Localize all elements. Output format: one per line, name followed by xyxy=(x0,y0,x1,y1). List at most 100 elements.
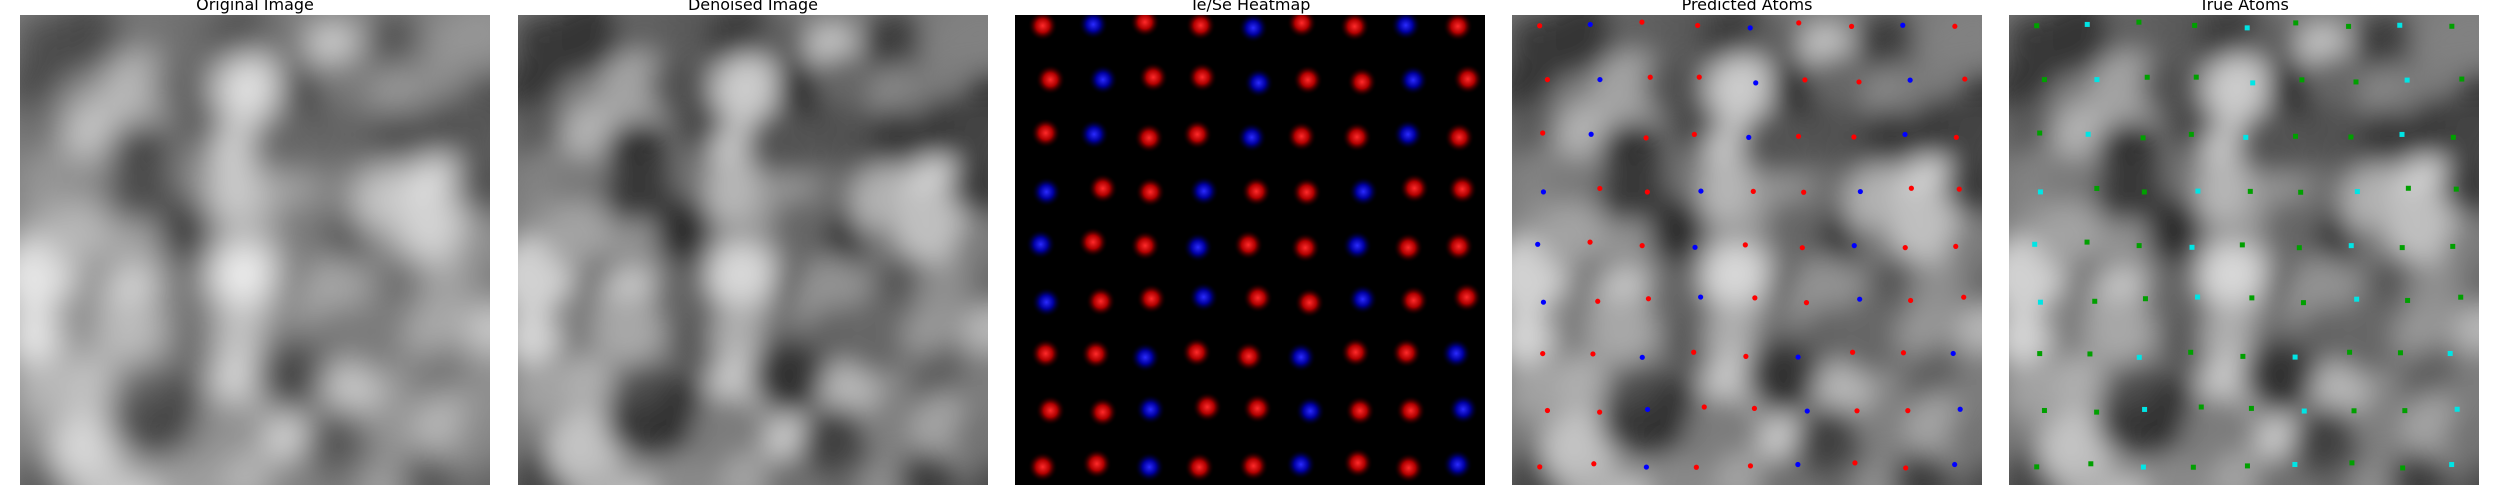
true-se-atom xyxy=(2354,189,2360,195)
texture-blob xyxy=(448,15,490,67)
texture-blob xyxy=(317,104,387,175)
predicted-se-atom xyxy=(1746,134,1752,140)
heatmap-te-spot xyxy=(1399,173,1430,204)
texture-blob xyxy=(712,54,784,126)
texture-blob xyxy=(20,361,73,422)
true-te-atom xyxy=(2397,350,2403,356)
texture-blob xyxy=(221,451,279,485)
true-te-atom xyxy=(2349,460,2355,466)
texture-blob xyxy=(962,303,988,362)
texture-blob xyxy=(1943,98,1982,160)
true-te-atom xyxy=(2453,186,2459,192)
heatmap-te-spot xyxy=(1391,337,1422,368)
heatmap-se-spot xyxy=(1183,232,1214,263)
heatmap-te-spot xyxy=(1452,64,1483,95)
predicted-te-atom xyxy=(1856,79,1862,85)
texture-blob xyxy=(554,154,610,209)
true-te-atom xyxy=(2450,243,2456,249)
texture-blob xyxy=(2009,361,2062,422)
texture-blob xyxy=(456,216,490,283)
texture-blob xyxy=(2388,451,2450,485)
heatmap-te-spot xyxy=(1242,282,1273,313)
texture-blob xyxy=(259,15,313,68)
true-se-atom xyxy=(2142,406,2148,412)
texture-blob xyxy=(1862,108,1919,165)
predicted-te-atom xyxy=(1540,130,1546,136)
texture-blob xyxy=(151,55,213,116)
predicted-te-atom xyxy=(1645,296,1652,302)
heatmap-te-spot xyxy=(1192,392,1223,423)
predicted-te-atom xyxy=(1752,295,1758,301)
heatmap-te-spot xyxy=(1130,230,1161,261)
predicted-te-atom xyxy=(1691,349,1697,355)
predicted-te-atom xyxy=(1908,185,1914,191)
predicted-te-atom xyxy=(1639,19,1645,25)
heatmap-te-spot xyxy=(1187,62,1218,93)
heatmap-se-spot xyxy=(1188,282,1219,313)
predicted-te-atom xyxy=(1537,464,1543,470)
heatmap-te-spot xyxy=(1035,64,1066,95)
heatmap-se-spot xyxy=(1078,15,1109,40)
heatmap-te-spot xyxy=(1233,229,1264,260)
heatmap-te-spot xyxy=(1442,15,1473,42)
true-te-atom xyxy=(2249,295,2255,301)
predicted-te-atom xyxy=(1848,23,1855,29)
true-te-atom xyxy=(2087,351,2093,357)
true-te-atom xyxy=(2198,404,2204,410)
true-se-atom xyxy=(2084,21,2090,27)
predicted-te-atom xyxy=(1701,404,1707,410)
true-te-atom xyxy=(2346,23,2352,29)
texture-blob xyxy=(365,15,429,74)
heatmap-te-spot xyxy=(1027,15,1058,41)
heatmap-se-spot xyxy=(1348,176,1379,207)
heatmap-te-spot xyxy=(1345,395,1376,426)
heatmap-se-spot xyxy=(1286,342,1317,373)
heatmap-te-spot xyxy=(1238,450,1269,481)
true-se-atom xyxy=(2244,25,2250,31)
texture-blob xyxy=(1809,104,1879,175)
heatmap-se-spot xyxy=(1285,449,1316,480)
heatmap-te-spot xyxy=(1085,286,1116,317)
texture-blob xyxy=(1946,410,1982,470)
predicted-te-atom xyxy=(1647,74,1653,80)
predicted-te-atom xyxy=(1952,23,1958,29)
texture-blob xyxy=(399,451,461,485)
true-te-atom xyxy=(2298,189,2304,195)
predicted-te-atom xyxy=(1905,408,1911,414)
texture-blob xyxy=(1643,55,1705,116)
true-te-atom xyxy=(2041,77,2047,83)
texture-blob xyxy=(949,98,988,160)
texture-blob xyxy=(1943,153,1982,217)
heatmap-te-spot xyxy=(1184,452,1215,483)
predicted-se-atom xyxy=(1857,188,1863,195)
texture-blob xyxy=(2443,410,2479,470)
texture-blob xyxy=(1891,451,1953,485)
predicted-te-atom xyxy=(1799,245,1805,251)
texture-blob xyxy=(946,15,988,67)
heatmap-te-spot xyxy=(1087,173,1118,204)
heatmap-se-spot xyxy=(1448,394,1479,425)
predicted-te-atom xyxy=(1540,350,1546,357)
panel-title: Denoised Image xyxy=(687,0,819,14)
texture-blob xyxy=(2354,15,2418,74)
heatmap-te-spot xyxy=(1443,231,1474,262)
heatmap-te-spot xyxy=(1027,451,1058,482)
texture-blob xyxy=(952,410,988,470)
texture-blob xyxy=(2083,293,2156,366)
texture-blob xyxy=(815,104,885,175)
texture-blob xyxy=(451,98,490,160)
texture-blob xyxy=(1548,154,1604,209)
heatmap-se-spot xyxy=(1238,15,1269,43)
texture-blob xyxy=(214,54,286,126)
texture-blob xyxy=(2291,406,2364,479)
texture-blob xyxy=(460,350,490,426)
true-se-atom xyxy=(2447,350,2453,356)
texture-blob xyxy=(574,465,637,485)
texture-blob xyxy=(1600,399,1654,453)
heatmap-te-spot xyxy=(1342,447,1373,478)
predicted-se-atom xyxy=(1950,350,1956,357)
predicted-te-atom xyxy=(1544,77,1551,83)
texture-blob xyxy=(2045,154,2101,209)
texture-blob xyxy=(1808,54,1868,113)
true-te-atom xyxy=(2300,300,2306,306)
